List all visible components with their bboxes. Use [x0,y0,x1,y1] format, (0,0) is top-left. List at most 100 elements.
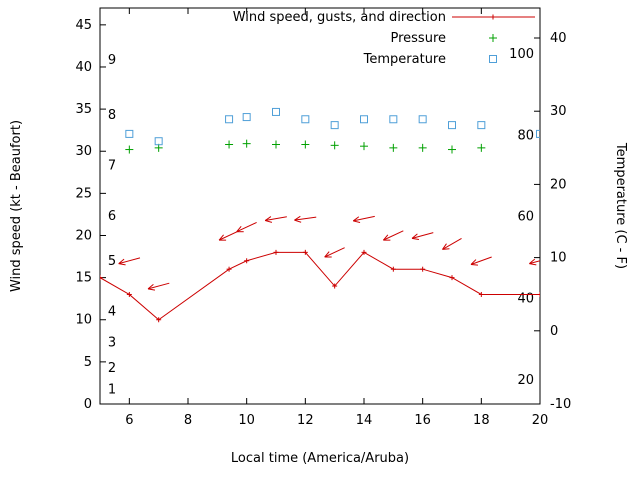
beaufort-scale-label: 6 [108,209,116,224]
right-axis-label: Temperature (C - F) [613,142,628,269]
gust-arrowhead [470,259,477,265]
gust-arrow [353,215,375,222]
gust-arrowhead [442,248,450,250]
y-left-tick-label: 35 [75,102,92,117]
beaufort-scale-label: 7 [108,159,116,174]
gust-arrowhead [324,251,330,258]
y-left-tick-label: 30 [75,144,92,159]
temperature-marker [418,115,427,124]
temperature-marker [389,115,398,124]
gust-arrow [218,230,240,241]
series-temperature_c [125,107,540,146]
x-tick-label: 18 [473,413,490,428]
legend-wind-label: Wind speed, gusts, and direction [233,10,446,25]
gust-arrowhead [411,237,420,241]
series-wind_gusts_direction [118,215,540,291]
gust-arrowhead [353,220,361,223]
y-left-tick-label: 20 [75,228,92,243]
temperature-marker [242,113,251,122]
wind-speed-line [100,251,540,321]
beaufort-scale-label: 9 [108,53,116,68]
gust-arrowhead [294,219,302,223]
gust-arrowhead [529,263,537,266]
gust-arrowhead [294,215,301,221]
gust-arrow [236,221,257,233]
gust-arrowhead [265,220,273,223]
y-right-tick-label: 10 [550,251,567,266]
temperature-marker [301,115,310,124]
series-pressure_inhg [125,139,486,154]
temperature-marker [360,115,368,124]
temperature-marker [477,121,486,130]
y-right-tick-label: 20 [550,177,567,192]
x-tick-label: 14 [356,413,373,428]
beaufort-scale-label: 1 [108,383,116,398]
temperature-marker [225,115,234,124]
gust-arrow [411,232,434,239]
y-left-tick-label: 10 [75,313,92,328]
legend-temperature-label: Temperature [363,52,446,67]
plot-border [99,7,541,405]
gust-arrowhead [218,234,224,241]
x-tick-label: 20 [532,413,549,428]
y-left-tick-label: 0 [84,397,92,412]
gust-arrowhead [264,216,272,221]
fahrenheit-scale-label: 40 [517,292,534,307]
gust-arrowhead [147,288,156,291]
gust-arrowhead [352,216,360,222]
plot-layer: 6 8 10 12 14 16 18 20051015202530354045-1001020… [75,7,571,428]
temperature-marker [536,129,540,138]
gust-arrowhead [147,284,154,290]
x-axis-label: Local time (America/Aruba) [231,451,409,466]
y-left-tick-label: 45 [75,18,92,33]
gust-arrow [118,257,141,265]
x-tick-label: 10 [238,413,255,428]
gust-arrowhead [442,243,447,250]
series-wind_speed_kt [100,249,540,323]
gust-arrow [442,237,462,250]
legend-samples [452,14,535,63]
gust-arrow [470,256,492,265]
y-right-tick-label: 0 [550,324,558,339]
x-tick-label: 12 [297,413,314,428]
temperature-marker [448,121,456,130]
gust-arrowhead [382,234,389,241]
fahrenheit-scale-label: 60 [517,210,534,225]
y-right-tick-label: 30 [550,104,567,119]
gust-arrow [147,282,170,290]
gust-arrowhead [529,258,536,264]
fahrenheit-scale-label: 100 [509,47,534,62]
x-tick-label: 8 [184,413,192,428]
legend-pressure-label: Pressure [390,31,446,46]
left-axis-label: Wind speed (kt - Beaufort) [9,120,24,292]
gust-arrow [324,247,345,258]
y-left-tick-label: 5 [84,355,92,370]
gust-arrow [383,230,404,241]
gust-arrow [294,216,317,221]
beaufort-scale-label: 3 [108,335,116,350]
gust-arrowhead [118,263,126,266]
legend-temperature-sample [489,55,497,63]
temperature-marker [330,121,339,130]
temperature-marker [272,107,280,116]
y-left-tick-label: 15 [75,271,92,286]
beaufort-scale-label: 8 [108,108,116,123]
y-right-tick-label: 40 [550,31,567,46]
gust-arrowhead [118,258,125,264]
beaufort-scale-label: 4 [108,304,116,319]
gust-arrow [265,216,287,222]
temperature-marker [154,137,163,146]
x-tick-label: 16 [414,413,431,428]
gust-arrowhead [236,226,242,233]
y-right-tick-label: -10 [550,397,571,412]
x-tick-label: 6 [125,413,133,428]
gust-arrowhead [470,264,479,266]
y-left-tick-label: 25 [75,186,92,201]
gust-arrow [529,260,540,265]
fahrenheit-scale-label: 80 [517,128,534,143]
beaufort-scale-label: 2 [108,361,116,376]
temperature-marker [125,129,134,138]
y-left-tick-label: 40 [75,60,92,75]
